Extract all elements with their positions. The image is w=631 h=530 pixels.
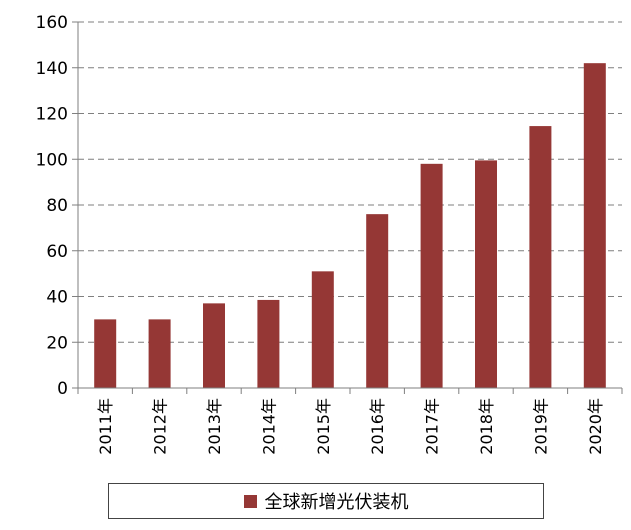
- legend-swatch: [243, 494, 257, 508]
- x-tick-label: 2017年: [423, 398, 442, 455]
- axes: [77, 22, 623, 394]
- x-tick-label: 2014年: [259, 398, 278, 455]
- x-tick-label: 2018年: [477, 398, 496, 455]
- x-tick-label: 2013年: [205, 398, 224, 455]
- y-tick-label: 0: [57, 379, 68, 399]
- y-tick-label: 100: [36, 150, 68, 170]
- bar: [475, 160, 497, 388]
- y-tick-label: 60: [46, 242, 68, 262]
- y-tick-labels: 0 20 40 60 80 100 120 140 160: [36, 13, 68, 399]
- bar: [366, 214, 389, 388]
- legend: 全球新增光伏装机: [108, 483, 544, 519]
- bar: [257, 299, 280, 388]
- y-tick-label: 140: [36, 59, 68, 79]
- y-tick-label: 120: [36, 105, 68, 125]
- x-tick-label: 2015年: [314, 398, 333, 455]
- x-tick-label: 2020年: [586, 398, 605, 455]
- bar: [94, 319, 117, 388]
- x-tick-label: 2011年: [96, 398, 115, 455]
- bar: [529, 126, 552, 389]
- y-tick-label: 160: [36, 13, 68, 33]
- y-tick-label: 40: [46, 288, 68, 308]
- y-tick-label: 20: [46, 333, 68, 353]
- x-tick-label: 2012年: [151, 398, 170, 455]
- x-tick-label: 2016年: [368, 398, 387, 455]
- bars: [94, 63, 606, 389]
- bar: [311, 271, 334, 388]
- y-tick-label: 80: [46, 196, 68, 216]
- x-tick-labels: 2011年 2012年 2013年 2014年 2015年 2016年 2017年 2018年…: [96, 398, 605, 455]
- x-tick-label: 2019年: [531, 398, 550, 455]
- legend-label: 全球新增光伏装机: [264, 492, 409, 513]
- bar: [420, 163, 443, 388]
- bar: [203, 303, 225, 388]
- bar: [583, 63, 606, 389]
- bar: [148, 319, 171, 388]
